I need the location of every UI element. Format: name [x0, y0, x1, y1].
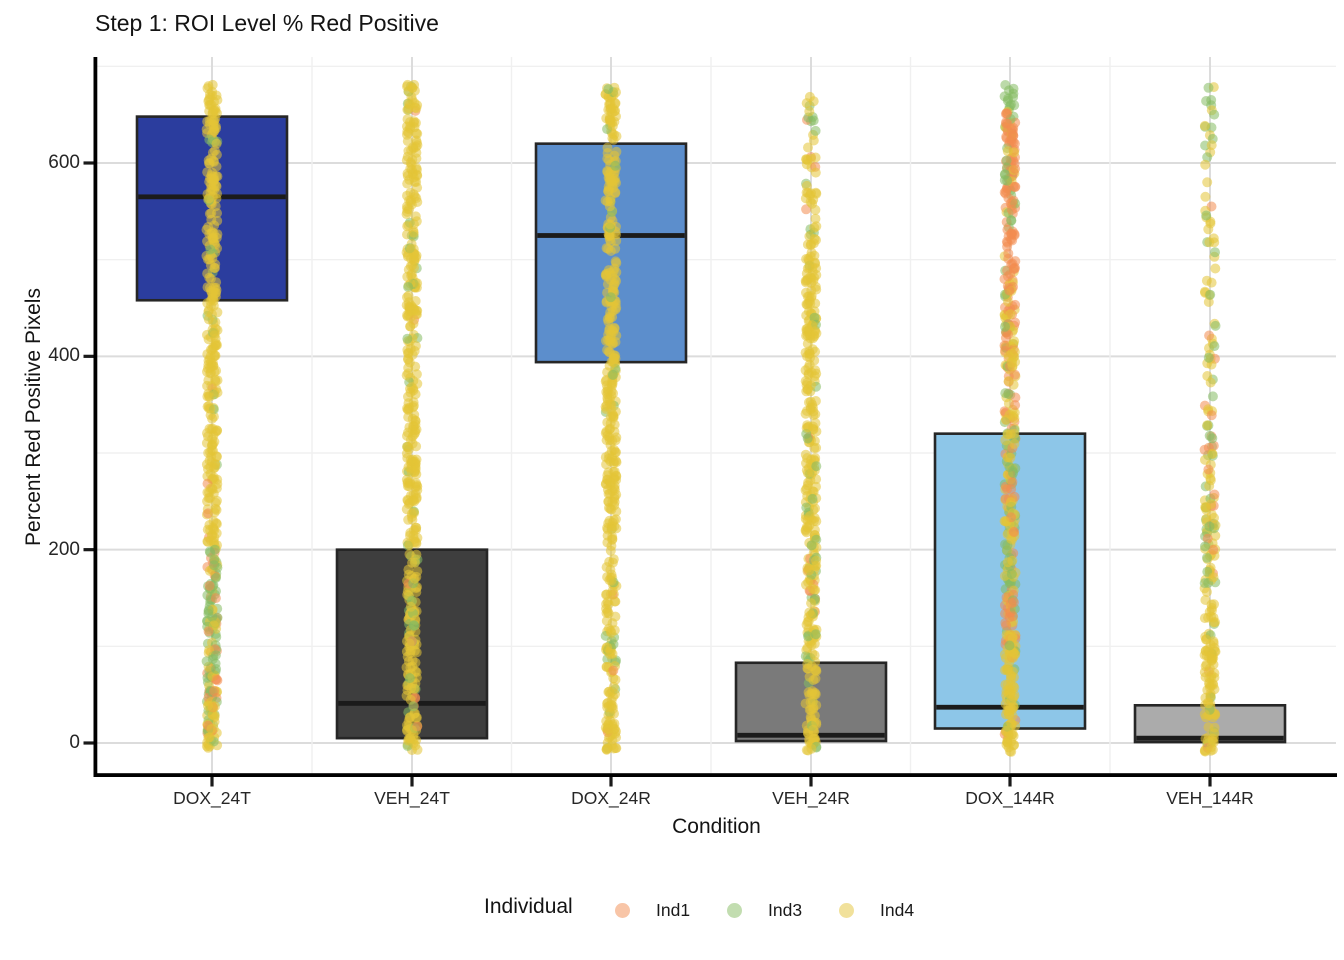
y-tick-label: 0: [69, 732, 80, 753]
y-tick-label: 200: [48, 538, 80, 560]
legend-ind3-dot-icon: [727, 903, 742, 918]
x-tick-label: DOX_24T: [173, 788, 251, 808]
x-tick-label: DOX_144R: [965, 788, 1055, 808]
legend-ind1-dot-icon: [615, 903, 630, 918]
legend-title: Individual: [484, 895, 573, 918]
x-tick-label: DOX_24R: [571, 788, 651, 808]
y-tick-label: 400: [48, 345, 80, 367]
x-tick-label: VEH_144R: [1166, 788, 1254, 808]
legend-item-ind4: Ind4: [880, 900, 915, 920]
boxplot-chart-canvas: [83, 57, 1337, 787]
legend-item-ind1: Ind1: [656, 900, 691, 920]
x-axis-title: Condition: [672, 815, 761, 838]
legend-ind4-dot-icon: [839, 903, 854, 918]
x-tick-label: VEH_24R: [772, 788, 850, 808]
y-tick-label: 600: [48, 152, 80, 173]
legend-item-ind3: Ind3: [768, 900, 803, 920]
chart-title: Step 1: ROI Level % Red Positive: [95, 10, 439, 36]
x-tick-label: VEH_24T: [374, 788, 450, 808]
